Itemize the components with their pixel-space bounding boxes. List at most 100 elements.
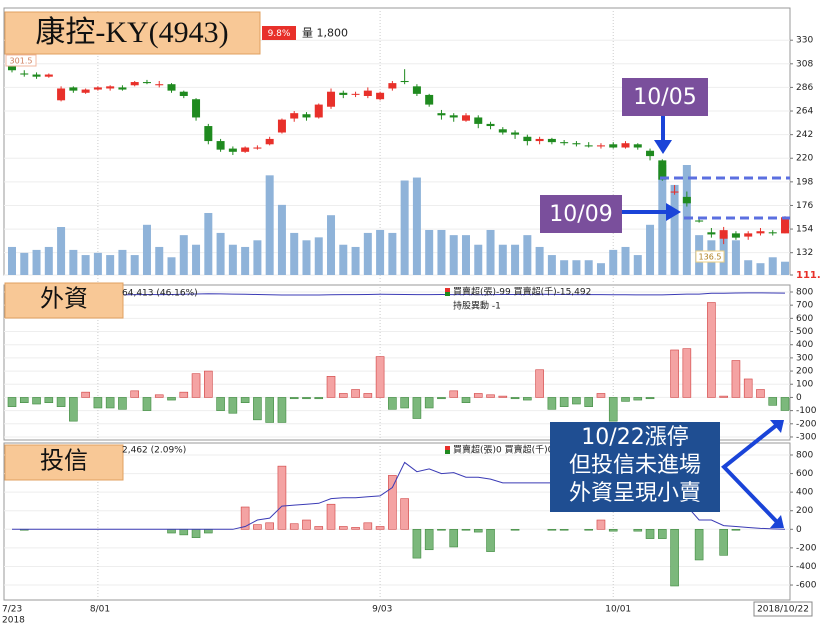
candle-body — [142, 82, 151, 84]
bar — [743, 378, 753, 398]
legend-text: 持股異動 -1 — [453, 300, 501, 312]
bar — [437, 529, 446, 531]
annotation: 10/09 — [549, 202, 612, 227]
candle-body — [486, 123, 495, 127]
bar — [228, 397, 238, 414]
bar — [326, 503, 336, 530]
title-box — [4, 11, 261, 55]
bar — [302, 397, 311, 400]
volume-bar — [253, 240, 262, 275]
bar — [253, 397, 262, 421]
legend-text: 買賣超(張)0 買賣超(千)0 — [453, 444, 554, 456]
bar — [707, 302, 716, 398]
y-tick-label: 0 — [796, 525, 802, 535]
bar — [69, 397, 78, 422]
bar — [780, 397, 790, 411]
y-tick-label: 286 — [796, 83, 813, 93]
volume-bar — [290, 232, 299, 275]
bar — [167, 529, 176, 534]
candle-body — [228, 148, 237, 152]
bar — [461, 529, 471, 531]
arrow-head — [770, 420, 784, 433]
y-tick-label: 264 — [796, 107, 813, 117]
candle-body — [621, 143, 630, 148]
candle-body — [670, 191, 679, 193]
bar — [81, 391, 90, 398]
candle-body — [179, 91, 188, 96]
bar — [351, 389, 360, 398]
bar — [240, 397, 250, 403]
candle-body — [781, 217, 790, 234]
bar — [424, 397, 434, 409]
bar — [584, 397, 593, 407]
panel-title-box — [4, 282, 124, 319]
panel-title: 投信 — [40, 448, 88, 475]
y-tick-label: 154 — [796, 225, 813, 235]
candle-body — [535, 138, 544, 142]
legend-swatch — [445, 288, 450, 292]
volume-bar — [596, 263, 605, 275]
candle-body — [241, 147, 250, 152]
y-tick-label: 330 — [796, 36, 813, 46]
volume-bar — [167, 257, 176, 275]
bar — [768, 397, 778, 406]
volume-bar — [682, 165, 691, 275]
candle-body — [596, 145, 605, 147]
candle-body — [572, 143, 581, 145]
candle-body — [658, 160, 667, 180]
y-tick-label: 100 — [796, 380, 813, 390]
bar — [756, 389, 765, 398]
candle-body — [130, 82, 139, 86]
bar — [424, 529, 434, 551]
volume-bar — [351, 246, 360, 275]
candle-body — [400, 80, 409, 83]
panel-title: 外資 — [40, 286, 88, 313]
arrow-head — [770, 515, 784, 528]
volume-bar — [81, 255, 90, 275]
candle-body — [57, 88, 66, 101]
y-tick-label: -200 — [796, 419, 817, 429]
x-tick-label: 10/01 — [605, 605, 631, 615]
volume-bar — [670, 184, 679, 275]
volume-bar — [142, 224, 151, 275]
bar — [302, 519, 311, 530]
bar — [498, 395, 508, 398]
annotation: 10/05 — [633, 85, 696, 110]
y-tick-label: 200 — [796, 506, 813, 516]
volume-bar — [474, 244, 483, 275]
y-tick-label: 600 — [796, 469, 813, 479]
volume-bar — [363, 232, 372, 275]
bar — [596, 393, 606, 398]
volume-bar — [547, 255, 556, 275]
bar — [437, 397, 446, 400]
volume-bar — [216, 232, 225, 275]
annotation-box — [550, 422, 720, 512]
volume-bar — [609, 249, 618, 275]
bar — [559, 529, 569, 531]
volume-bar — [118, 249, 127, 275]
candle-body — [412, 86, 421, 94]
bar — [670, 349, 679, 398]
bar — [277, 397, 287, 423]
x-tick-label: 2018/10/22 — [757, 605, 809, 615]
bar — [449, 390, 459, 398]
volume-bar — [400, 180, 409, 275]
candle-body — [290, 113, 299, 119]
bar — [338, 526, 348, 530]
bar — [559, 397, 569, 407]
bar — [375, 356, 385, 398]
bar — [388, 475, 397, 530]
bar — [608, 529, 618, 532]
bar — [719, 529, 728, 556]
candle-body — [106, 86, 115, 89]
bar — [191, 529, 201, 538]
candle-body — [327, 91, 336, 107]
volume-bar — [646, 224, 655, 275]
legend-swatch — [445, 446, 450, 450]
candle-body — [682, 196, 691, 204]
bar — [56, 397, 66, 407]
bar — [461, 397, 471, 403]
y-tick-label: 132 — [796, 248, 813, 258]
